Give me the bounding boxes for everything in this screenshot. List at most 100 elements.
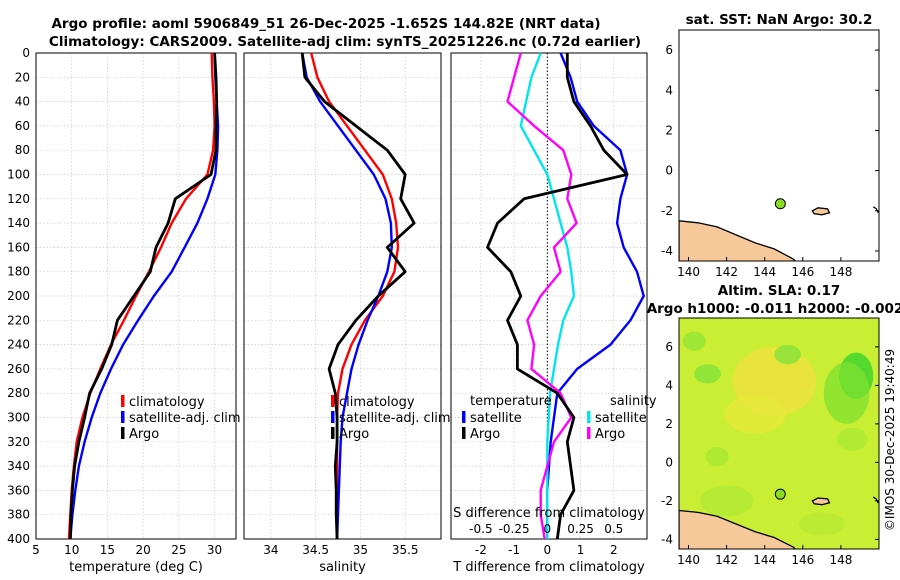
x-tick-label: 35 <box>353 543 368 557</box>
map-x-tick-label: 142 <box>715 553 738 567</box>
land-coast-east <box>872 206 879 214</box>
map-x-tick-label: 140 <box>677 553 700 567</box>
depth-tick-label: 20 <box>15 70 30 84</box>
depth-tick-label: 140 <box>7 216 30 230</box>
map-y-tick-label: 4 <box>665 378 673 392</box>
depth-tick-label: 0 <box>22 46 30 60</box>
satellite-sal-diff-line <box>519 52 576 539</box>
legend-satellite-label: satellite-adj. clim <box>129 411 241 426</box>
depth-tick-label: 200 <box>7 289 30 303</box>
sla-anomaly-region <box>694 364 721 384</box>
depth-tick-label: 380 <box>7 508 30 522</box>
land-new-guinea <box>679 220 797 261</box>
main-title-line2: Climatology: CARS2009. Satellite-adj cli… <box>49 34 641 50</box>
map-x-tick-label: 148 <box>829 265 852 279</box>
depth-tick-label: 300 <box>7 411 30 425</box>
sla-anomaly-region <box>823 362 870 424</box>
map-frame <box>678 317 880 550</box>
land-coast-east <box>872 496 879 504</box>
credit-label: ©IMOS 30-Dec-2025 19:40:49 <box>883 349 897 531</box>
legend-sat-sal-label: satellite <box>595 411 647 426</box>
legend-climatology-label: climatology <box>129 395 205 410</box>
sla-anomaly-region <box>724 395 786 434</box>
map-content <box>679 318 879 549</box>
x-tick-label: 20 <box>136 543 151 557</box>
legend-sat-sal-swatch <box>587 411 591 423</box>
x-tick-label: 34 <box>263 543 278 557</box>
x-axis-label: salinity <box>319 560 366 575</box>
sla-map-title-line1: Altim. SLA: 0.17 <box>718 283 840 299</box>
legend-sat-temp-swatch <box>462 411 466 423</box>
plot-frame <box>450 52 648 540</box>
depth-tick-label: 260 <box>7 362 30 376</box>
salinity-panel: 34 34.5 35 35.5 salinity climatologysatellite… <box>243 52 451 575</box>
map-y-tick-label: -2 <box>661 204 673 218</box>
satellite-clim-line <box>69 52 220 540</box>
x-tick-label: 35.5 <box>392 543 419 557</box>
depth-tick-label: 100 <box>7 168 30 182</box>
argo-location-marker <box>774 198 786 210</box>
depth-tick-label: 60 <box>15 119 30 133</box>
main-title-line1: Argo profile: aoml 5906849_51 26-Dec-202… <box>51 16 600 32</box>
depth-tick-label: 360 <box>7 483 30 497</box>
depth-tick-label: 40 <box>15 95 30 109</box>
plot-frame <box>243 52 442 540</box>
depth-tick-label: 180 <box>7 265 30 279</box>
legend-climatology-swatch <box>121 395 125 407</box>
depth-tick-label: 400 <box>7 532 30 546</box>
legend-header-salinity: salinity <box>610 394 657 409</box>
x-tick-label: 0 <box>544 543 552 557</box>
depth-tick-label: 160 <box>7 240 30 254</box>
legend-argo-sal-swatch <box>587 427 591 439</box>
legend-header-temperature: temperature <box>470 394 552 409</box>
temperature-panel: 0 20 40 60 80 100 120 140 160 180 200 220 240 260 280 3… <box>7 46 241 575</box>
sst-map-panel: 140 142 144 146 148 -4 -2 0 2 4 6 <box>661 29 880 279</box>
sla-map-title-line2: Argo h1000: -0.011 h2000: -0.002 <box>647 301 900 317</box>
depth-tick-label: 280 <box>7 386 30 400</box>
x-tick-label: 10 <box>64 543 79 557</box>
map-x-tick-label: 144 <box>753 553 776 567</box>
map-y-tick-label: 2 <box>665 123 673 137</box>
map-frame <box>678 29 880 262</box>
legend-satellite-label: satellite-adj. clim <box>339 411 451 426</box>
map-y-tick-label: 6 <box>665 43 673 57</box>
legend-satellite-swatch <box>121 411 125 423</box>
depth-tick-label: 120 <box>7 192 30 206</box>
x-tick-label: 2 <box>610 543 618 557</box>
plot-frame <box>35 52 237 540</box>
map-y-tick-label: -4 <box>661 532 673 546</box>
x-axis-label: T difference from climatology <box>452 560 645 575</box>
legend-climatology-swatch <box>331 395 335 407</box>
x-tick-label: -2 <box>475 543 487 557</box>
x2-axis-label: S difference from climatology <box>453 506 645 521</box>
land-island <box>811 207 831 216</box>
map-y-tick-label: 6 <box>665 340 673 354</box>
argo-line <box>300 52 416 540</box>
legend-argo-label: Argo <box>339 427 369 442</box>
x-tick-label: 15 <box>100 543 115 557</box>
sla-map-panel: 140 142 144 146 148 -4 -2 0 2 4 6 <box>661 317 880 567</box>
map-x-tick-label: 144 <box>753 265 776 279</box>
map-y-tick-label: 2 <box>665 417 673 431</box>
map-x-tick-label: 146 <box>791 265 814 279</box>
x2-tick-label: 0 <box>544 522 552 536</box>
legend-satellite-swatch <box>331 411 335 423</box>
map-x-tick-label: 148 <box>829 553 852 567</box>
sla-anomaly-region <box>682 331 706 351</box>
x-tick-label: -1 <box>508 543 520 557</box>
sla-anomaly-region <box>837 427 868 451</box>
legend-sat-temp-label: satellite <box>470 411 522 426</box>
land-new-guinea <box>679 509 797 549</box>
sla-anomaly-region <box>699 485 754 517</box>
argo-temp-diff-line <box>486 53 629 540</box>
map-background <box>679 30 879 261</box>
x2-tick-label: -0.5 <box>469 522 492 536</box>
difference-panel: -2 -1 0 1 2 T difference from climatology S di… <box>450 52 657 575</box>
argo-location-marker <box>774 488 786 500</box>
legend-argo-temp-swatch <box>462 427 466 439</box>
legend-climatology-label: climatology <box>339 395 415 410</box>
sst-map-title: sat. SST: NaN Argo: 30.2 <box>686 12 873 28</box>
legend-argo-swatch <box>331 427 335 439</box>
depth-tick-label: 80 <box>15 143 30 157</box>
x2-tick-label: -0.25 <box>499 522 530 536</box>
